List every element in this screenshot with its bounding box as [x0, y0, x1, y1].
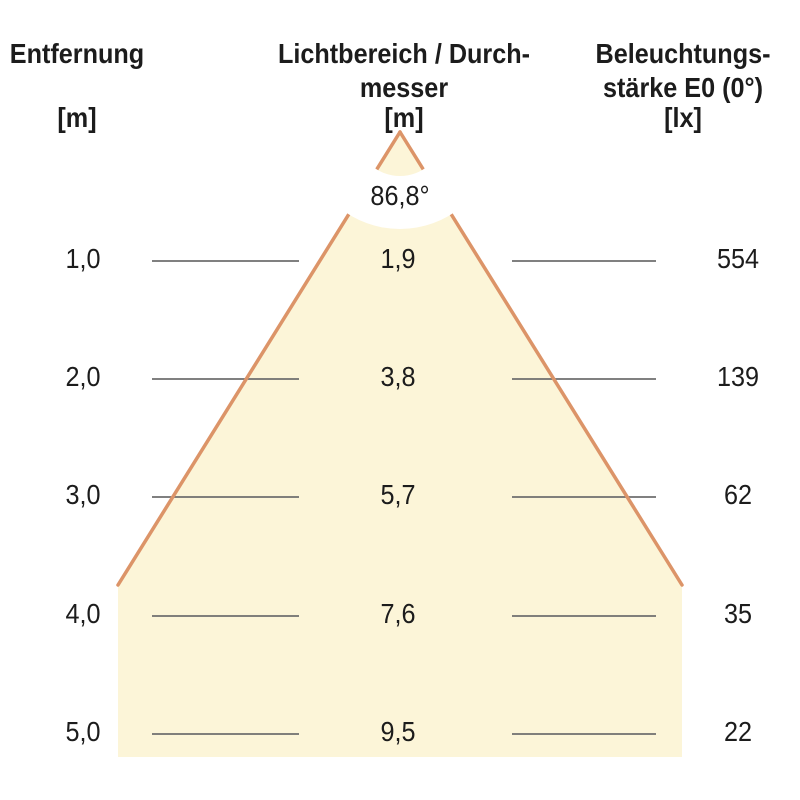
header-diameter-title-line2: messer [359, 72, 449, 103]
beam-angle-label: 86,8° [370, 180, 430, 211]
distance-value: 1,0 [65, 243, 101, 274]
row-tick-lines [152, 260, 656, 735]
header-distance-title: Entfernung [9, 38, 145, 69]
distance-value: 4,0 [65, 598, 101, 629]
header-diameter-title-line1: Lichtbereich / Durch- [277, 38, 531, 69]
diameter-value: 9,5 [380, 716, 416, 747]
header-diameter-unit: [m] [384, 102, 424, 133]
diameter-value: 1,9 [380, 243, 416, 274]
header-illuminance-unit: [lx] [664, 102, 702, 133]
illuminance-value: 139 [716, 361, 760, 392]
header-illuminance-title-line2: stärke E0 (0°) [603, 72, 763, 103]
beam-cone-fill [118, 132, 682, 757]
header-distance-unit: [m] [57, 102, 97, 133]
header-illuminance-title-line1: Beleuchtungs- [595, 38, 771, 69]
diameter-value: 5,7 [380, 479, 416, 510]
illuminance-value: 62 [723, 479, 753, 510]
distance-value: 3,0 [65, 479, 101, 510]
illuminance-value: 35 [723, 598, 753, 629]
illuminance-value: 22 [723, 716, 753, 747]
diameter-value: 7,6 [380, 598, 416, 629]
distance-value: 2,0 [65, 361, 101, 392]
illuminance-value: 554 [716, 243, 760, 274]
distance-value: 5,0 [65, 716, 101, 747]
diameter-value: 3,8 [380, 361, 416, 392]
beam-angle-cutout [337, 165, 463, 230]
